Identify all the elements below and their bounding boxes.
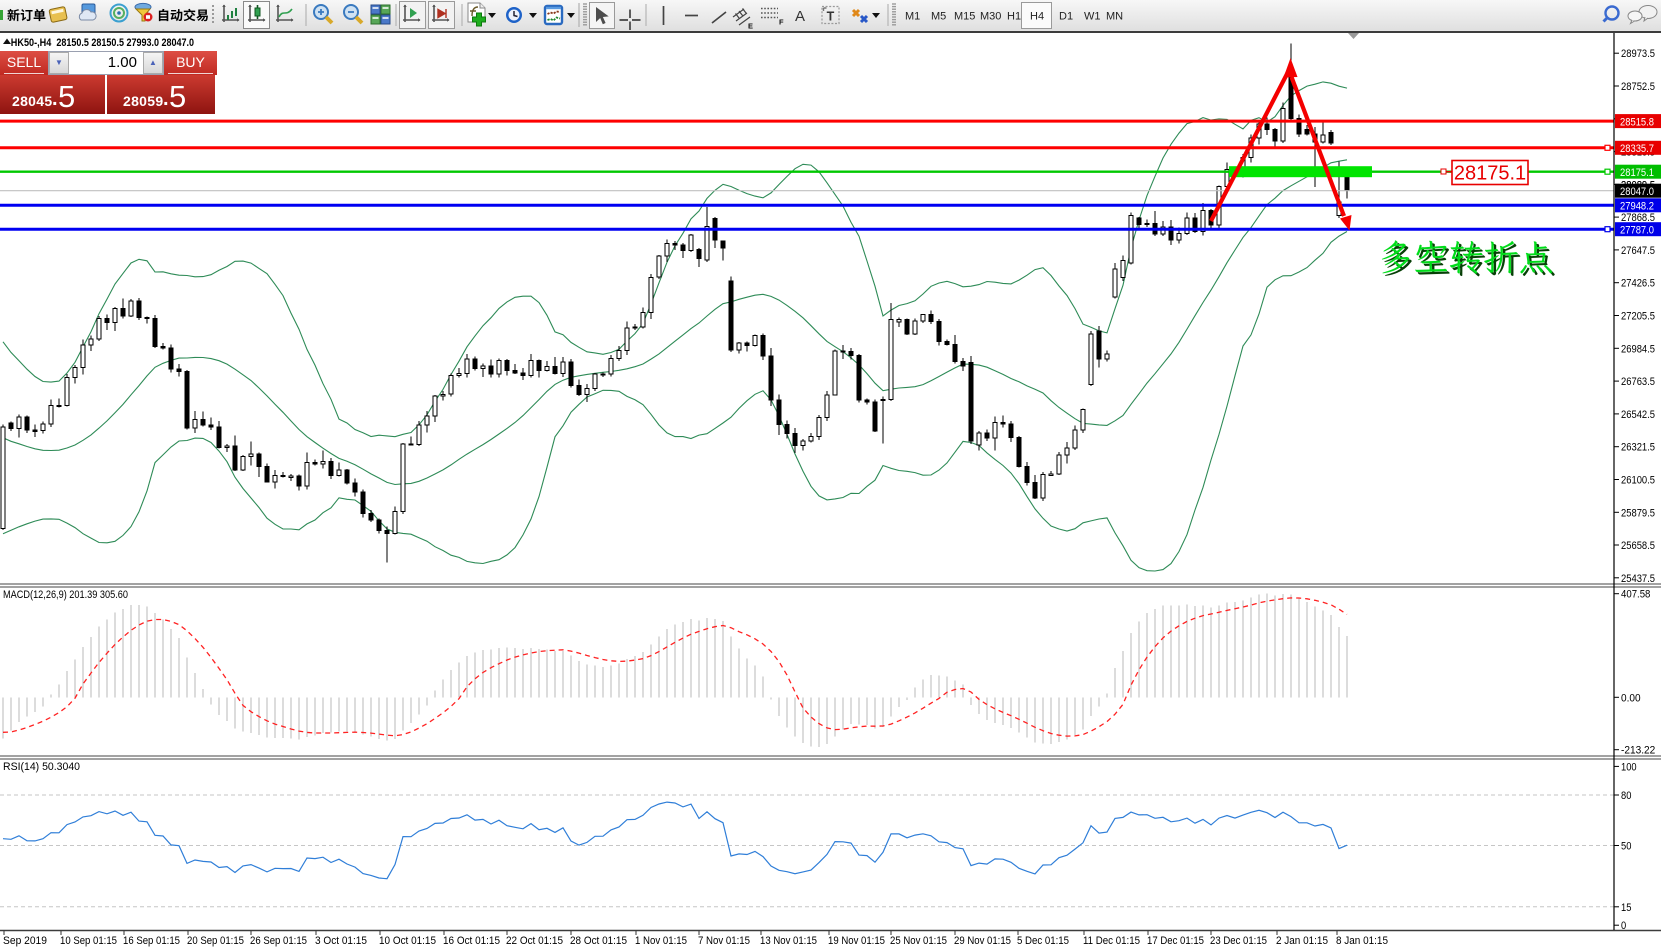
svg-text:F: F <box>779 18 784 27</box>
svg-text:27787.0: 27787.0 <box>1620 224 1654 236</box>
svg-text:H4: H4 <box>1030 11 1044 23</box>
svg-text:26763.5: 26763.5 <box>1621 376 1655 388</box>
svg-text:HK50-,H4: HK50-,H4 <box>11 37 52 49</box>
svg-text:2 Jan 01:15: 2 Jan 01:15 <box>1276 935 1328 947</box>
svg-text:0.00: 0.00 <box>1621 692 1641 704</box>
svg-text:28175.1: 28175.1 <box>1620 167 1654 179</box>
svg-text:E: E <box>748 22 753 31</box>
svg-text:26100.5: 26100.5 <box>1621 475 1655 487</box>
svg-text:MN: MN <box>1106 11 1123 23</box>
svg-text:26321.5: 26321.5 <box>1621 442 1655 454</box>
svg-text:25879.5: 25879.5 <box>1621 507 1655 519</box>
svg-text:10 Sep 01:15: 10 Sep 01:15 <box>60 935 117 947</box>
svg-text:29 Nov 01:15: 29 Nov 01:15 <box>954 935 1011 947</box>
svg-text:22 Oct 01:15: 22 Oct 01:15 <box>506 935 563 947</box>
svg-text:25 Nov 01:15: 25 Nov 01:15 <box>890 935 947 947</box>
svg-text:27868.5: 27868.5 <box>1621 212 1655 224</box>
svg-text:RSI(14) 50.3040: RSI(14) 50.3040 <box>3 761 80 773</box>
svg-text:27647.5: 27647.5 <box>1621 245 1655 257</box>
svg-text:13 Nov 01:15: 13 Nov 01:15 <box>760 935 817 947</box>
svg-text:1 Nov 01:15: 1 Nov 01:15 <box>635 935 687 947</box>
svg-text:28047.0: 28047.0 <box>1620 186 1654 198</box>
svg-text:407.58: 407.58 <box>1621 589 1650 601</box>
svg-text:20 Sep 01:15: 20 Sep 01:15 <box>187 935 244 947</box>
svg-text:D1: D1 <box>1059 11 1073 23</box>
svg-text:-213.22: -213.22 <box>1621 745 1655 757</box>
svg-text:17 Dec 01:15: 17 Dec 01:15 <box>1147 935 1204 947</box>
svg-text:26 Sep 01:15: 26 Sep 01:15 <box>250 935 307 947</box>
svg-text:27205.5: 27205.5 <box>1621 311 1655 323</box>
svg-text:16 Sep 01:15: 16 Sep 01:15 <box>123 935 180 947</box>
svg-text:8 Jan 01:15: 8 Jan 01:15 <box>1336 935 1388 947</box>
svg-text:19 Nov 01:15: 19 Nov 01:15 <box>828 935 885 947</box>
svg-text:M1: M1 <box>905 11 920 23</box>
svg-text:T: T <box>827 10 835 24</box>
svg-text:Sep 2019: Sep 2019 <box>3 935 47 947</box>
svg-text:7 Nov 01:15: 7 Nov 01:15 <box>698 935 750 947</box>
svg-text:M15: M15 <box>954 11 975 23</box>
svg-text:MACD(12,26,9) 201.39 305.60: MACD(12,26,9) 201.39 305.60 <box>3 589 128 601</box>
svg-text:27948.2: 27948.2 <box>1620 201 1654 213</box>
svg-text:28175.1: 28175.1 <box>1454 163 1526 185</box>
svg-text:80: 80 <box>1621 790 1631 802</box>
svg-text:16 Oct 01:15: 16 Oct 01:15 <box>443 935 500 947</box>
svg-text:A: A <box>795 8 805 25</box>
svg-text:0: 0 <box>1621 920 1626 932</box>
svg-text:28150.5 28150.5 27993.0 28047.: 28150.5 28150.5 27993.0 28047.0 <box>56 37 194 49</box>
svg-text:26984.5: 26984.5 <box>1621 343 1655 355</box>
svg-text:M5: M5 <box>931 11 946 23</box>
svg-text:27426.5: 27426.5 <box>1621 278 1655 290</box>
svg-text:11 Dec 01:15: 11 Dec 01:15 <box>1083 935 1140 947</box>
svg-text:H1: H1 <box>1007 11 1021 23</box>
svg-text:3 Oct 01:15: 3 Oct 01:15 <box>315 935 367 947</box>
svg-text:28515.8: 28515.8 <box>1620 116 1654 128</box>
svg-text:W1: W1 <box>1084 11 1101 23</box>
svg-text:26542.5: 26542.5 <box>1621 409 1655 421</box>
svg-text:23 Dec 01:15: 23 Dec 01:15 <box>1210 935 1267 947</box>
svg-text:5 Dec 01:15: 5 Dec 01:15 <box>1017 935 1069 947</box>
svg-text:28752.5: 28752.5 <box>1621 81 1655 93</box>
svg-text:28973.5: 28973.5 <box>1621 48 1655 60</box>
svg-text:28 Oct 01:15: 28 Oct 01:15 <box>570 935 627 947</box>
svg-text:10 Oct 01:15: 10 Oct 01:15 <box>379 935 436 947</box>
svg-text:15: 15 <box>1621 902 1631 914</box>
svg-text:28335.7: 28335.7 <box>1620 143 1654 155</box>
svg-text:25658.5: 25658.5 <box>1621 540 1655 552</box>
svg-text:100: 100 <box>1621 761 1637 773</box>
svg-text:25437.5: 25437.5 <box>1621 573 1655 585</box>
svg-text:M30: M30 <box>980 11 1001 23</box>
svg-text:50: 50 <box>1621 841 1631 853</box>
